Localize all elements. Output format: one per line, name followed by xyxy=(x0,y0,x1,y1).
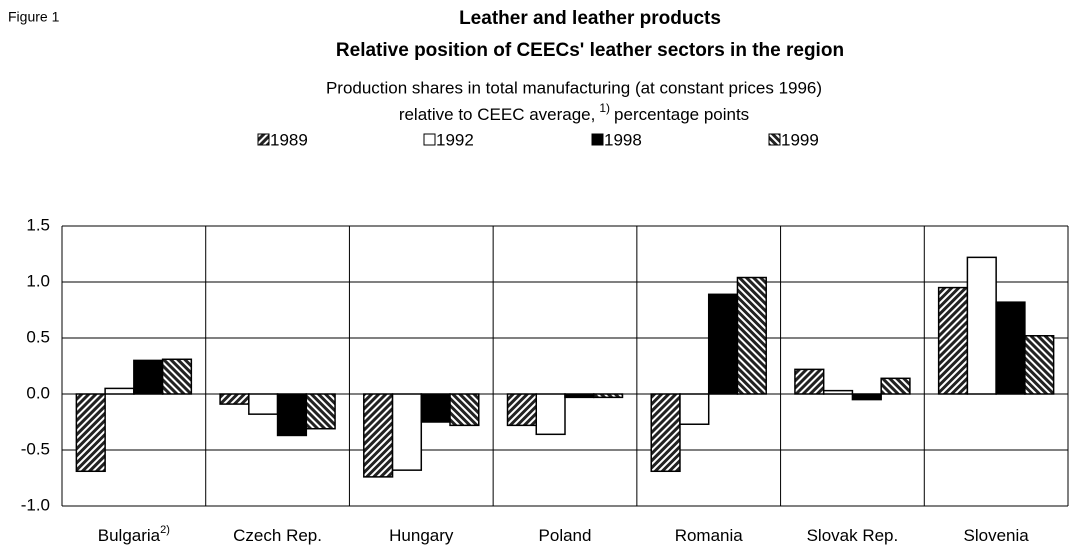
x-tick-label: Hungary xyxy=(389,526,454,545)
x-tick-label: Czech Rep. xyxy=(233,526,322,545)
description: relative to CEEC average, 1) percentage po… xyxy=(399,101,749,124)
bar xyxy=(363,393,394,478)
bar xyxy=(449,393,480,427)
bar xyxy=(420,393,451,423)
chart-subtitle: Relative position of CEECs' leather sect… xyxy=(336,40,844,61)
category-name: Slovak Rep. xyxy=(807,526,899,545)
bar xyxy=(736,276,767,395)
category-name: Romania xyxy=(675,526,744,545)
bar xyxy=(535,393,566,436)
x-tick-label: Slovenia xyxy=(964,526,1030,545)
legend-swatch xyxy=(257,133,270,146)
x-tick-label: Slovak Rep. xyxy=(807,526,899,545)
figure-label: Figure 1 xyxy=(8,9,60,25)
bar xyxy=(822,389,854,395)
y-tick-label: -0.5 xyxy=(21,439,50,458)
legend-swatch xyxy=(423,133,436,146)
bar xyxy=(564,393,595,399)
x-tick-label: Romania xyxy=(675,526,744,545)
bar xyxy=(305,393,336,430)
bar xyxy=(592,393,624,399)
bar xyxy=(707,293,739,395)
legend-swatch xyxy=(768,133,781,146)
bar xyxy=(391,393,423,471)
category-name: Bulgaria xyxy=(98,526,161,545)
y-tick-label: 1.5 xyxy=(26,215,50,234)
bar xyxy=(104,387,135,395)
category-name: Czech Rep. xyxy=(233,526,322,545)
bar xyxy=(248,393,279,415)
bar xyxy=(851,393,882,401)
bar xyxy=(679,393,710,425)
bar xyxy=(276,393,308,437)
bar xyxy=(219,393,250,405)
category-name: Slovenia xyxy=(964,526,1030,545)
y-tick-label: 1.0 xyxy=(26,271,50,290)
y-tick-label: 0.5 xyxy=(26,327,50,346)
category-name: Poland xyxy=(539,526,592,545)
legend-swatch xyxy=(591,133,604,146)
category-name: Hungary xyxy=(389,526,454,545)
bar xyxy=(161,358,193,395)
bar xyxy=(794,368,825,395)
bar xyxy=(506,393,538,427)
bar xyxy=(75,393,106,473)
bar xyxy=(937,286,969,395)
description-text: relative to CEEC average, xyxy=(399,105,596,124)
bar xyxy=(133,359,164,395)
legend-label: 1999 xyxy=(781,130,819,149)
bar xyxy=(966,256,997,395)
legend-label: 1998 xyxy=(604,130,642,149)
description-text: percentage points xyxy=(614,105,749,124)
footnote-mark: 2) xyxy=(160,524,170,536)
bar xyxy=(1024,335,1055,395)
y-tick-label: -1.0 xyxy=(21,495,50,514)
bar xyxy=(650,393,681,473)
x-tick-label: Poland xyxy=(539,526,592,545)
y-tick-label: 0.0 xyxy=(26,383,50,402)
x-tick-label: Bulgaria2) xyxy=(98,524,170,546)
legend-label: 1992 xyxy=(436,130,474,149)
legend-label: 1989 xyxy=(270,130,308,149)
chart-title: Leather and leather products xyxy=(459,8,721,29)
footnote-mark: 1) xyxy=(599,101,610,115)
description: Production shares in total manufacturing… xyxy=(326,78,822,97)
bar xyxy=(995,301,1026,395)
bar xyxy=(880,377,911,395)
